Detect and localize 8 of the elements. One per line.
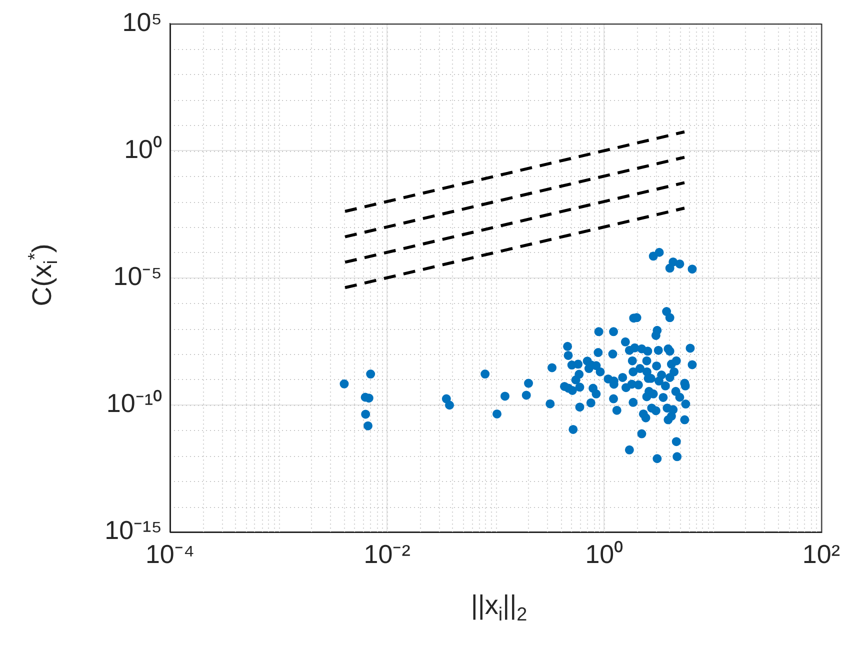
y-tick-label: 10⁵ [122,6,162,37]
x-tick-label: 10⁰ [585,538,624,569]
y-tick-label: 10⁻¹⁰ [106,388,162,418]
y-tick-label: 10⁰ [124,134,162,164]
x-tick-label: 10⁻² [364,538,411,569]
x-axis-title: ||x$_{i}$||$_{2}$ [470,590,528,626]
y-tick-label: 10⁻⁵ [113,260,162,291]
x-tick-label: 10² [802,538,840,569]
